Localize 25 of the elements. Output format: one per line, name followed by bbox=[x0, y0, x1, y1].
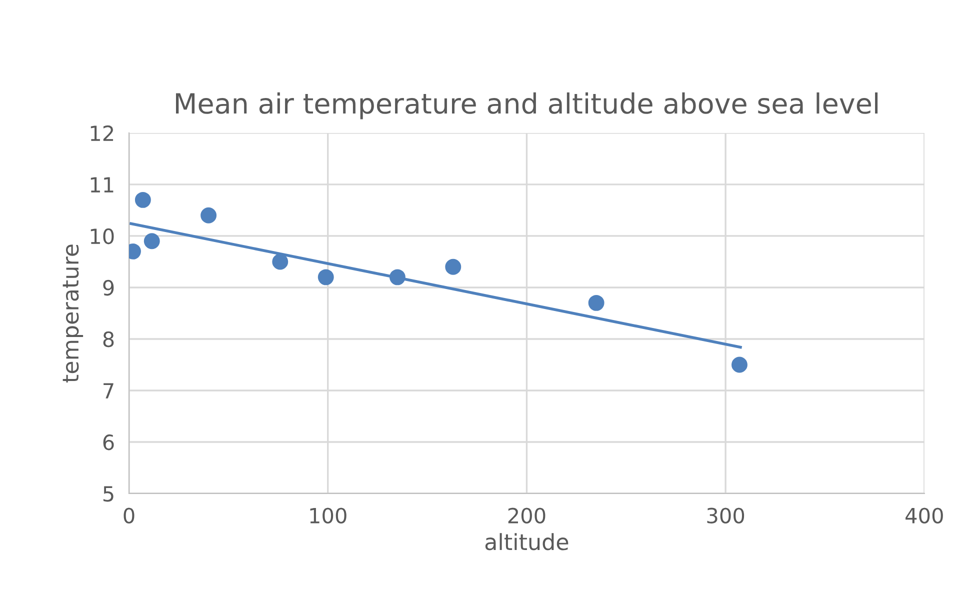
y-tick-label: 6 bbox=[103, 434, 114, 450]
y-tick-label: 9 bbox=[103, 280, 114, 296]
point bbox=[732, 356, 748, 373]
x-tick-label: 300 bbox=[707, 508, 744, 524]
y-tick-label: 7 bbox=[104, 383, 114, 398]
point bbox=[134, 192, 151, 208]
point bbox=[272, 254, 288, 270]
x-tick-label: 100 bbox=[310, 508, 346, 524]
y-tick-label: 8 bbox=[103, 331, 114, 348]
point bbox=[200, 207, 217, 224]
x-tick-label: 400 bbox=[906, 508, 943, 524]
x-axis-title: altitude bbox=[485, 533, 568, 550]
y-tick-label: 11 bbox=[90, 177, 114, 192]
point bbox=[144, 233, 160, 250]
y-tick-label: 10 bbox=[90, 228, 114, 244]
y-tick-label: 12 bbox=[90, 125, 114, 141]
point bbox=[445, 258, 462, 275]
y-axis-title: temperature bbox=[62, 244, 84, 382]
point bbox=[588, 294, 604, 311]
point bbox=[318, 269, 334, 286]
chart-title: Mean air temperature and altitude above sea level bbox=[176, 92, 878, 120]
y-tick-label: 5 bbox=[103, 486, 114, 502]
x-tick-label: 200 bbox=[508, 508, 546, 524]
point bbox=[389, 269, 406, 286]
x-tick-label: 0 bbox=[124, 508, 134, 524]
